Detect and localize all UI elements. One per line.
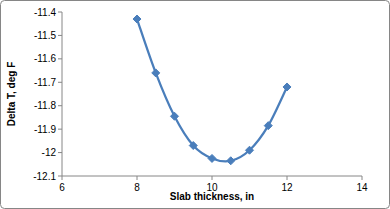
x-tick-label: 12	[281, 182, 293, 193]
y-axis-title: Delta T, deg F	[6, 62, 17, 126]
y-tick-label: -12.1	[33, 171, 56, 182]
marker	[283, 83, 291, 91]
y-axis-line	[62, 12, 63, 176]
x-tick	[62, 176, 63, 180]
chart-border	[1, 1, 390, 209]
y-tick	[58, 129, 62, 130]
y-tick	[58, 82, 62, 83]
y-tick	[58, 35, 62, 36]
marker	[189, 142, 197, 150]
y-tick-label: -11.6	[34, 53, 56, 64]
marker	[171, 112, 179, 120]
y-tick-label: -11.9	[34, 124, 56, 135]
y-tick	[58, 58, 62, 59]
x-tick-label: 6	[59, 182, 65, 193]
y-tick	[58, 105, 62, 106]
y-tick-label: -12	[42, 147, 57, 158]
x-axis-title: Slab thickness, in	[170, 191, 254, 202]
y-tick-label: -11.4	[34, 7, 56, 18]
marker	[133, 15, 141, 23]
y-tick-label: -11.7	[34, 77, 56, 88]
x-tick	[287, 176, 288, 180]
x-tick	[362, 176, 363, 180]
x-tick	[212, 176, 213, 180]
series-line	[137, 19, 287, 161]
marker	[227, 157, 235, 165]
chart: -12.1 -12 -11.9 -11.8 -11.7 -11.6 -11.5 -11.4 6 8…	[0, 0, 390, 209]
x-tick	[137, 176, 138, 180]
x-tick-label: 14	[356, 182, 368, 193]
y-tick	[58, 152, 62, 153]
y-tick-label: -11.8	[34, 100, 56, 111]
marker	[246, 146, 254, 154]
marker	[264, 122, 272, 130]
y-tick	[58, 176, 62, 177]
x-tick-label: 8	[134, 182, 140, 193]
marker	[208, 154, 216, 162]
y-tick-label: -11.5	[34, 30, 56, 41]
y-tick	[58, 12, 62, 13]
plot-area	[133, 15, 291, 165]
marker	[152, 69, 160, 77]
